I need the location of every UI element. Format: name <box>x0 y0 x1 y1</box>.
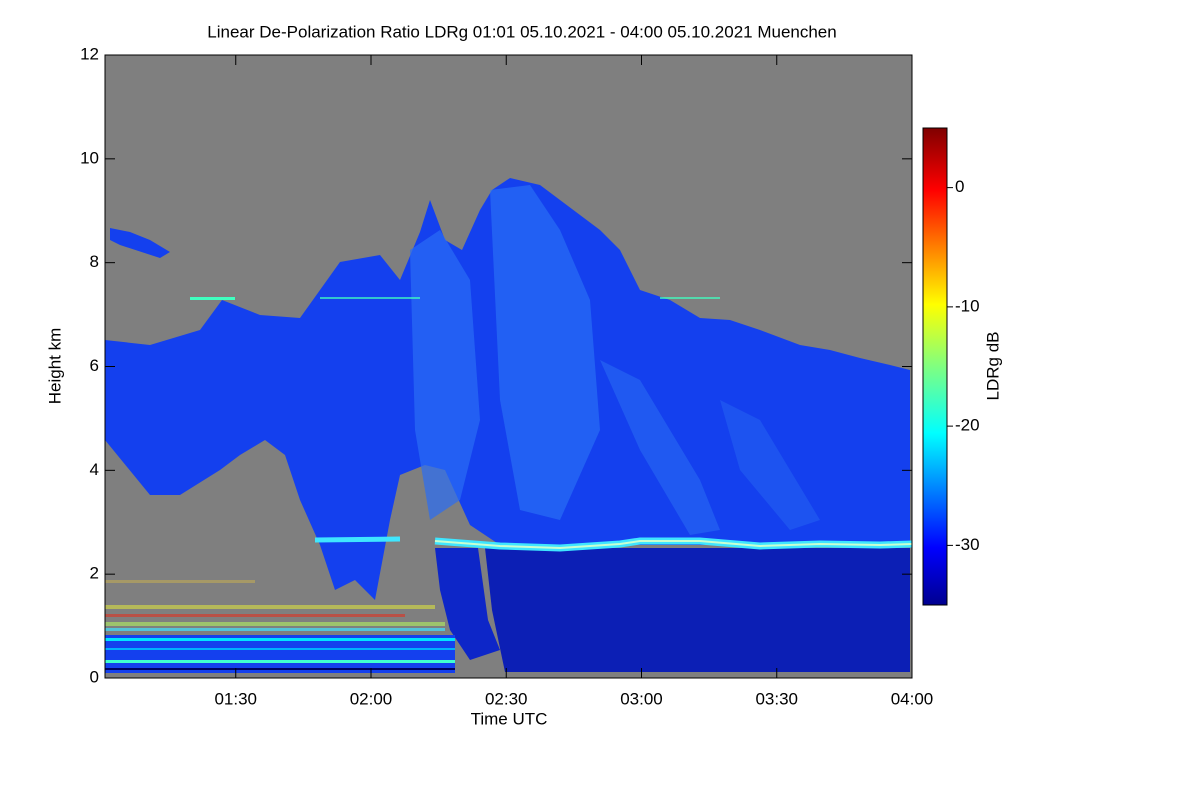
y-tick-label: 8 <box>90 252 99 271</box>
x-tick-label: 01:30 <box>214 689 257 708</box>
y-tick-label: 0 <box>90 667 99 686</box>
x-tick-label: 03:30 <box>755 689 798 708</box>
colorbar <box>922 127 948 606</box>
colorbar-tick-label: -30 <box>955 535 980 554</box>
colorbar-tick-label: 0 <box>955 177 964 196</box>
y-tick-label: 6 <box>90 356 99 375</box>
chart-title: Linear De-Polarization Ratio LDRg 01:01 … <box>207 22 836 41</box>
y-tick-label: 4 <box>90 460 99 479</box>
x-axis-label: Time UTC <box>471 709 548 728</box>
x-tick-label: 02:30 <box>485 689 528 708</box>
y-tick-label: 10 <box>80 148 99 167</box>
y-tick-label: 2 <box>90 564 99 583</box>
y-tick-label: 12 <box>80 44 99 63</box>
x-tick-label: 03:00 <box>620 689 663 708</box>
x-tick-label: 02:00 <box>350 689 393 708</box>
heatmap-image <box>105 55 912 678</box>
y-axis-label: Height km <box>45 328 64 405</box>
x-tick-label: 04:00 <box>891 689 934 708</box>
colorbar-tick-label: -20 <box>955 416 980 435</box>
colorbar-label: LDRg dB <box>983 332 1002 401</box>
colorbar-tick-label: -10 <box>955 296 980 315</box>
